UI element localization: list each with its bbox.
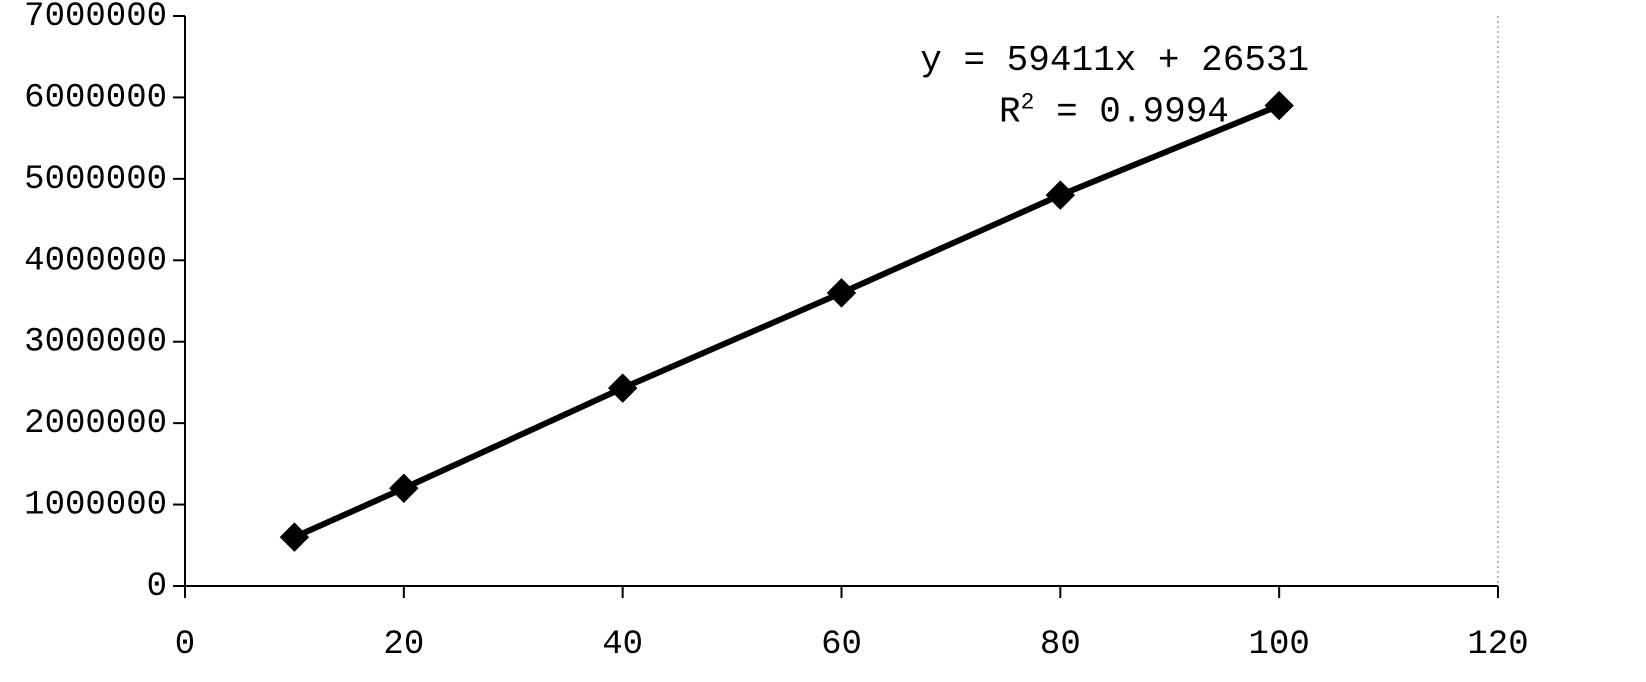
x-tick-label: 0	[175, 626, 195, 664]
r-squared-annotation: R2 = 0.9994	[999, 89, 1229, 132]
x-tick-label: 40	[602, 626, 643, 664]
x-tick-label: 60	[821, 626, 862, 664]
y-tick-label: 2000000	[24, 405, 167, 443]
y-tick-label: 6000000	[24, 79, 167, 117]
equation-annotation: y = 59411x + 26531	[920, 40, 1309, 81]
y-tick-label: 1000000	[24, 487, 167, 525]
x-tick-label: 100	[1249, 626, 1310, 664]
x-tick-label: 20	[383, 626, 424, 664]
y-tick-label: 4000000	[24, 242, 167, 280]
y-tick-label: 3000000	[24, 324, 167, 362]
linear-regression-chart: 0 1000000 2000000 3000000 4000000 5000000 6000…	[0, 0, 1646, 682]
x-tick-label: 120	[1467, 626, 1528, 664]
y-tick-label: 0	[147, 568, 167, 606]
x-tick-label: 80	[1040, 626, 1081, 664]
y-tick-label: 5000000	[24, 161, 167, 199]
y-tick-label: 7000000	[24, 0, 167, 36]
